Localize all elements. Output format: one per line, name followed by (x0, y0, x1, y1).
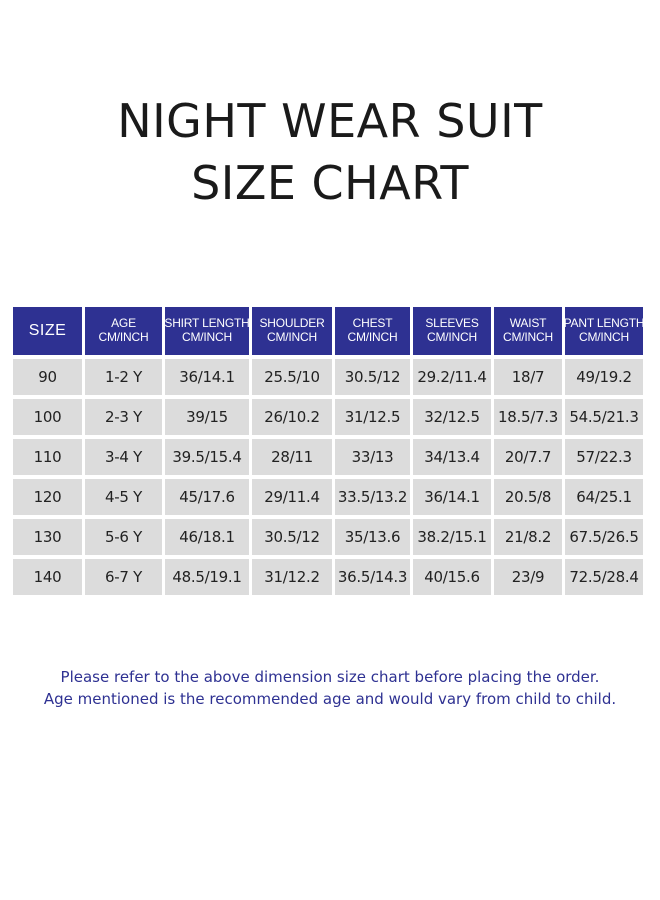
table-cell-size: 110 (13, 439, 82, 475)
table-cell-shirt-length: 36/14.1 (165, 359, 249, 395)
header-chest: CHEST CM/INCH (335, 307, 410, 355)
table-cell-chest: 31/12.5 (335, 399, 410, 435)
header-pant-length-label: PANT LENGTH (563, 316, 645, 331)
page-title-line-2: SIZE CHART (191, 156, 469, 210)
table-cell-size: 130 (13, 519, 82, 555)
table-cell-chest: 33/13 (335, 439, 410, 475)
header-shirt-length-label: SHIRT LENGTH (164, 316, 250, 331)
table-cell-waist: 21/8.2 (494, 519, 562, 555)
table-cell-chest: 30.5/12 (335, 359, 410, 395)
header-chest-label: CHEST (352, 316, 393, 331)
table-cell-sleeves: 34/13.4 (413, 439, 491, 475)
table-cell-waist: 18.5/7.3 (494, 399, 562, 435)
table-cell-shirt-length: 45/17.6 (165, 479, 249, 515)
table-cell-waist: 20.5/8 (494, 479, 562, 515)
size-chart-grid: SIZE AGE CM/INCH SHIRT LENGTH CM/INCH SH… (13, 307, 645, 595)
table-cell-size: 120 (13, 479, 82, 515)
table-cell-shirt-length: 39/15 (165, 399, 249, 435)
table-cell-size: 100 (13, 399, 82, 435)
table-cell-sleeves: 38.2/15.1 (413, 519, 491, 555)
order-note-line-2: Age mentioned is the recommended age and… (43, 690, 617, 708)
table-cell-size: 90 (13, 359, 82, 395)
table-cell-waist: 20/7.7 (494, 439, 562, 475)
table-cell-pant-length: 57/22.3 (565, 439, 643, 475)
table-cell-sleeves: 36/14.1 (413, 479, 491, 515)
table-cell-pant-length: 64/25.1 (565, 479, 643, 515)
table-cell-shirt-length: 46/18.1 (165, 519, 249, 555)
table-cell-shoulder: 28/11 (252, 439, 332, 475)
table-cell-age: 2-3 Y (85, 399, 162, 435)
table-cell-shoulder: 29/11.4 (252, 479, 332, 515)
table-cell-shoulder: 31/12.2 (252, 559, 332, 595)
header-sleeves-unit: CM/INCH (427, 330, 477, 344)
table-cell-sleeves: 29.2/11.4 (413, 359, 491, 395)
header-age-label: AGE (111, 316, 136, 331)
header-size-label: SIZE (28, 321, 67, 339)
header-age-unit: CM/INCH (98, 330, 149, 344)
table-cell-pant-length: 72.5/28.4 (565, 559, 643, 595)
table-cell-age: 3-4 Y (85, 439, 162, 475)
table-cell-sleeves: 32/12.5 (413, 399, 491, 435)
table-cell-shirt-length: 39.5/15.4 (165, 439, 249, 475)
header-shoulder: SHOULDER CM/INCH (252, 307, 332, 355)
header-waist-unit: CM/INCH (503, 330, 553, 344)
table-cell-pant-length: 49/19.2 (565, 359, 643, 395)
table-cell-sleeves: 40/15.6 (413, 559, 491, 595)
table-cell-age: 5-6 Y (85, 519, 162, 555)
table-cell-shirt-length: 48.5/19.1 (165, 559, 249, 595)
header-pant-length: PANT LENGTH CM/INCH (563, 307, 645, 355)
header-sleeves-label: SLEEVES (425, 316, 479, 331)
header-sleeves: SLEEVES CM/INCH (413, 307, 491, 355)
header-pant-length-unit: CM/INCH (579, 330, 629, 344)
order-note-line-1: Please refer to the above dimension size… (60, 668, 600, 686)
header-age: AGE CM/INCH (85, 307, 162, 355)
header-shoulder-label: SHOULDER (259, 316, 325, 331)
table-cell-shoulder: 25.5/10 (252, 359, 332, 395)
header-waist-label: WAIST (509, 316, 547, 331)
table-cell-chest: 36.5/14.3 (335, 559, 410, 595)
table-cell-age: 4-5 Y (85, 479, 162, 515)
page-title-line-1: NIGHT WEAR SUIT (117, 94, 543, 148)
table-cell-shoulder: 26/10.2 (252, 399, 332, 435)
table-cell-pant-length: 67.5/26.5 (565, 519, 643, 555)
size-chart-table: SIZE AGE CM/INCH SHIRT LENGTH CM/INCH SH… (13, 307, 645, 595)
table-cell-chest: 35/13.6 (335, 519, 410, 555)
table-cell-size: 140 (13, 559, 82, 595)
table-cell-chest: 33.5/13.2 (335, 479, 410, 515)
header-waist: WAIST CM/INCH (494, 307, 562, 355)
header-chest-unit: CM/INCH (347, 330, 398, 344)
header-shirt-length: SHIRT LENGTH CM/INCH (164, 307, 250, 355)
header-size: SIZE (13, 307, 82, 355)
table-cell-waist: 23/9 (494, 559, 562, 595)
table-cell-waist: 18/7 (494, 359, 562, 395)
table-cell-pant-length: 54.5/21.3 (565, 399, 643, 435)
table-cell-age: 1-2 Y (85, 359, 162, 395)
header-shirt-length-unit: CM/INCH (182, 330, 232, 344)
header-shoulder-unit: CM/INCH (267, 330, 317, 344)
table-cell-shoulder: 30.5/12 (252, 519, 332, 555)
table-cell-age: 6-7 Y (85, 559, 162, 595)
